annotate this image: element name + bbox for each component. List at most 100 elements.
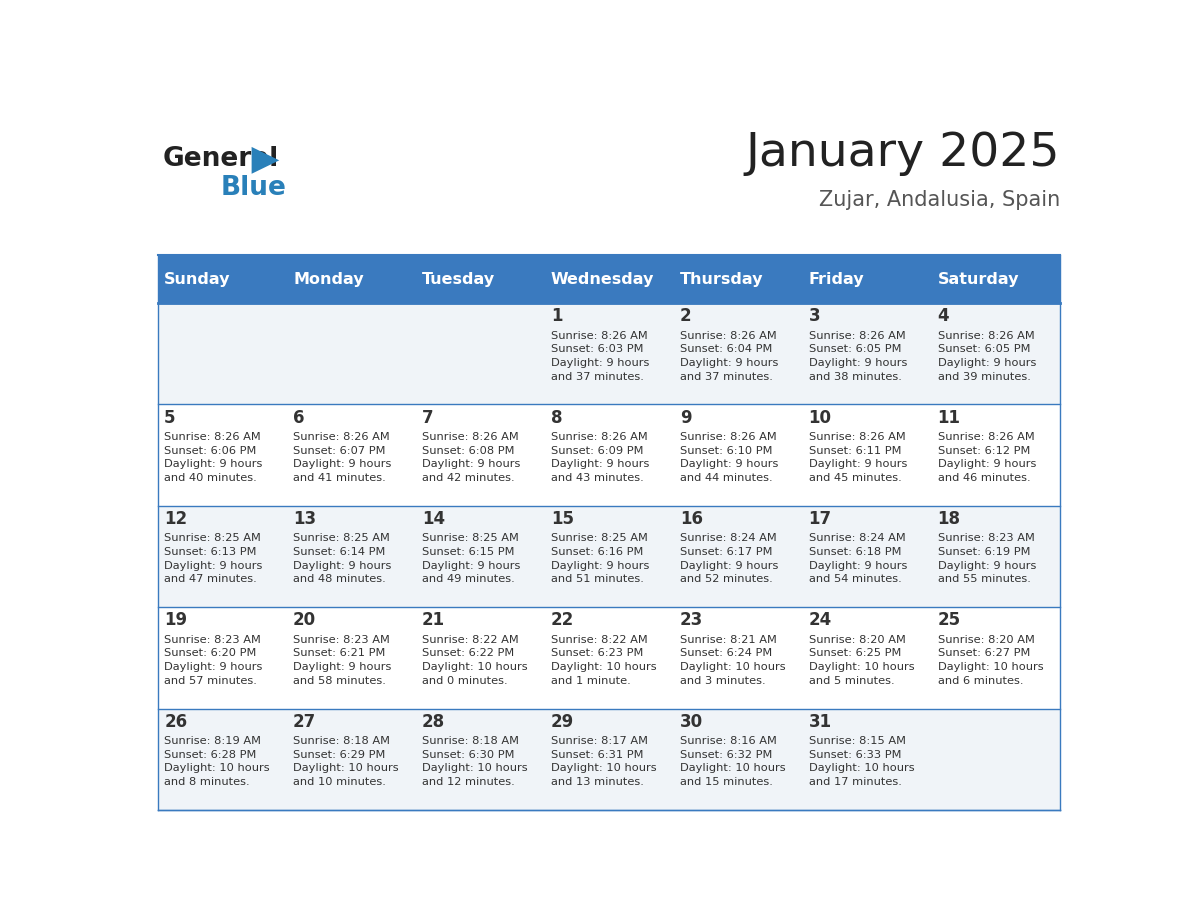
Text: Sunrise: 8:23 AM
Sunset: 6:21 PM
Daylight: 9 hours
and 58 minutes.: Sunrise: 8:23 AM Sunset: 6:21 PM Dayligh… xyxy=(293,634,391,686)
Text: Sunrise: 8:18 AM
Sunset: 6:30 PM
Daylight: 10 hours
and 12 minutes.: Sunrise: 8:18 AM Sunset: 6:30 PM Dayligh… xyxy=(422,736,527,787)
Bar xyxy=(158,303,286,405)
Bar xyxy=(931,709,1060,810)
Bar xyxy=(416,607,544,709)
Bar xyxy=(416,255,544,303)
Bar xyxy=(286,607,416,709)
Bar xyxy=(286,255,416,303)
Text: 31: 31 xyxy=(809,713,832,731)
Text: 4: 4 xyxy=(937,308,949,325)
Text: 2: 2 xyxy=(680,308,691,325)
Bar xyxy=(544,506,674,607)
Text: General: General xyxy=(163,145,278,172)
Text: Sunrise: 8:24 AM
Sunset: 6:18 PM
Daylight: 9 hours
and 54 minutes.: Sunrise: 8:24 AM Sunset: 6:18 PM Dayligh… xyxy=(809,533,906,584)
Text: 11: 11 xyxy=(937,409,961,427)
Text: Sunrise: 8:26 AM
Sunset: 6:11 PM
Daylight: 9 hours
and 45 minutes.: Sunrise: 8:26 AM Sunset: 6:11 PM Dayligh… xyxy=(809,432,906,483)
Text: Sunrise: 8:19 AM
Sunset: 6:28 PM
Daylight: 10 hours
and 8 minutes.: Sunrise: 8:19 AM Sunset: 6:28 PM Dayligh… xyxy=(164,736,270,787)
Bar xyxy=(158,607,286,709)
Text: 27: 27 xyxy=(293,713,316,731)
Text: Tuesday: Tuesday xyxy=(422,272,495,286)
Bar xyxy=(544,709,674,810)
Text: 8: 8 xyxy=(551,409,562,427)
Text: 7: 7 xyxy=(422,409,434,427)
Bar xyxy=(802,709,931,810)
Bar xyxy=(544,405,674,506)
Bar xyxy=(544,303,674,405)
Text: Sunrise: 8:22 AM
Sunset: 6:22 PM
Daylight: 10 hours
and 0 minutes.: Sunrise: 8:22 AM Sunset: 6:22 PM Dayligh… xyxy=(422,634,527,686)
Text: 15: 15 xyxy=(551,510,574,528)
Text: Sunrise: 8:25 AM
Sunset: 6:13 PM
Daylight: 9 hours
and 47 minutes.: Sunrise: 8:25 AM Sunset: 6:13 PM Dayligh… xyxy=(164,533,263,584)
Text: 24: 24 xyxy=(809,611,832,630)
Bar xyxy=(416,506,544,607)
Text: 16: 16 xyxy=(680,510,703,528)
Text: Sunday: Sunday xyxy=(164,272,230,286)
Text: Sunrise: 8:25 AM
Sunset: 6:15 PM
Daylight: 9 hours
and 49 minutes.: Sunrise: 8:25 AM Sunset: 6:15 PM Dayligh… xyxy=(422,533,520,584)
Text: 14: 14 xyxy=(422,510,446,528)
Text: Sunrise: 8:26 AM
Sunset: 6:05 PM
Daylight: 9 hours
and 38 minutes.: Sunrise: 8:26 AM Sunset: 6:05 PM Dayligh… xyxy=(809,330,906,382)
Bar xyxy=(674,303,802,405)
Bar xyxy=(674,405,802,506)
Text: 9: 9 xyxy=(680,409,691,427)
Text: Sunrise: 8:26 AM
Sunset: 6:07 PM
Daylight: 9 hours
and 41 minutes.: Sunrise: 8:26 AM Sunset: 6:07 PM Dayligh… xyxy=(293,432,391,483)
Bar xyxy=(931,255,1060,303)
Text: Sunrise: 8:26 AM
Sunset: 6:04 PM
Daylight: 9 hours
and 37 minutes.: Sunrise: 8:26 AM Sunset: 6:04 PM Dayligh… xyxy=(680,330,778,382)
Text: 17: 17 xyxy=(809,510,832,528)
Text: Sunrise: 8:26 AM
Sunset: 6:12 PM
Daylight: 9 hours
and 46 minutes.: Sunrise: 8:26 AM Sunset: 6:12 PM Dayligh… xyxy=(937,432,1036,483)
Text: Sunrise: 8:22 AM
Sunset: 6:23 PM
Daylight: 10 hours
and 1 minute.: Sunrise: 8:22 AM Sunset: 6:23 PM Dayligh… xyxy=(551,634,657,686)
Text: Sunrise: 8:24 AM
Sunset: 6:17 PM
Daylight: 9 hours
and 52 minutes.: Sunrise: 8:24 AM Sunset: 6:17 PM Dayligh… xyxy=(680,533,778,584)
Text: Monday: Monday xyxy=(293,272,364,286)
Bar xyxy=(802,405,931,506)
Bar xyxy=(544,255,674,303)
Text: 25: 25 xyxy=(937,611,961,630)
Text: Wednesday: Wednesday xyxy=(551,272,655,286)
Bar xyxy=(286,303,416,405)
Text: 13: 13 xyxy=(293,510,316,528)
Text: 18: 18 xyxy=(937,510,961,528)
Text: 1: 1 xyxy=(551,308,562,325)
Text: 10: 10 xyxy=(809,409,832,427)
Text: Sunrise: 8:26 AM
Sunset: 6:05 PM
Daylight: 9 hours
and 39 minutes.: Sunrise: 8:26 AM Sunset: 6:05 PM Dayligh… xyxy=(937,330,1036,382)
Text: 19: 19 xyxy=(164,611,188,630)
Text: January 2025: January 2025 xyxy=(746,131,1060,176)
Text: 26: 26 xyxy=(164,713,188,731)
Bar xyxy=(286,709,416,810)
Text: 3: 3 xyxy=(809,308,820,325)
Text: Sunrise: 8:21 AM
Sunset: 6:24 PM
Daylight: 10 hours
and 3 minutes.: Sunrise: 8:21 AM Sunset: 6:24 PM Dayligh… xyxy=(680,634,785,686)
Bar xyxy=(416,303,544,405)
Bar xyxy=(802,506,931,607)
Bar xyxy=(674,506,802,607)
Bar xyxy=(416,405,544,506)
Text: Sunrise: 8:20 AM
Sunset: 6:27 PM
Daylight: 10 hours
and 6 minutes.: Sunrise: 8:20 AM Sunset: 6:27 PM Dayligh… xyxy=(937,634,1043,686)
Text: Sunrise: 8:23 AM
Sunset: 6:20 PM
Daylight: 9 hours
and 57 minutes.: Sunrise: 8:23 AM Sunset: 6:20 PM Dayligh… xyxy=(164,634,263,686)
Bar xyxy=(931,405,1060,506)
Text: 20: 20 xyxy=(293,611,316,630)
Text: Sunrise: 8:26 AM
Sunset: 6:03 PM
Daylight: 9 hours
and 37 minutes.: Sunrise: 8:26 AM Sunset: 6:03 PM Dayligh… xyxy=(551,330,649,382)
Bar xyxy=(931,506,1060,607)
Polygon shape xyxy=(252,147,279,174)
Text: Saturday: Saturday xyxy=(937,272,1019,286)
Text: 28: 28 xyxy=(422,713,446,731)
Text: 12: 12 xyxy=(164,510,188,528)
Text: Sunrise: 8:23 AM
Sunset: 6:19 PM
Daylight: 9 hours
and 55 minutes.: Sunrise: 8:23 AM Sunset: 6:19 PM Dayligh… xyxy=(937,533,1036,584)
Text: Thursday: Thursday xyxy=(680,272,763,286)
Text: Sunrise: 8:26 AM
Sunset: 6:06 PM
Daylight: 9 hours
and 40 minutes.: Sunrise: 8:26 AM Sunset: 6:06 PM Dayligh… xyxy=(164,432,263,483)
Bar xyxy=(931,607,1060,709)
Bar xyxy=(286,405,416,506)
Text: Sunrise: 8:25 AM
Sunset: 6:14 PM
Daylight: 9 hours
and 48 minutes.: Sunrise: 8:25 AM Sunset: 6:14 PM Dayligh… xyxy=(293,533,391,584)
Text: 22: 22 xyxy=(551,611,574,630)
Text: 30: 30 xyxy=(680,713,703,731)
Bar xyxy=(802,607,931,709)
Bar xyxy=(416,709,544,810)
Text: Sunrise: 8:26 AM
Sunset: 6:10 PM
Daylight: 9 hours
and 44 minutes.: Sunrise: 8:26 AM Sunset: 6:10 PM Dayligh… xyxy=(680,432,778,483)
Text: Blue: Blue xyxy=(220,175,286,201)
Bar xyxy=(158,506,286,607)
Bar xyxy=(674,709,802,810)
Bar xyxy=(158,709,286,810)
Text: Sunrise: 8:18 AM
Sunset: 6:29 PM
Daylight: 10 hours
and 10 minutes.: Sunrise: 8:18 AM Sunset: 6:29 PM Dayligh… xyxy=(293,736,399,787)
Bar xyxy=(544,607,674,709)
Text: Zujar, Andalusia, Spain: Zujar, Andalusia, Spain xyxy=(819,190,1060,210)
Bar xyxy=(802,303,931,405)
Text: Sunrise: 8:20 AM
Sunset: 6:25 PM
Daylight: 10 hours
and 5 minutes.: Sunrise: 8:20 AM Sunset: 6:25 PM Dayligh… xyxy=(809,634,915,686)
Text: Sunrise: 8:26 AM
Sunset: 6:09 PM
Daylight: 9 hours
and 43 minutes.: Sunrise: 8:26 AM Sunset: 6:09 PM Dayligh… xyxy=(551,432,649,483)
Text: Sunrise: 8:17 AM
Sunset: 6:31 PM
Daylight: 10 hours
and 13 minutes.: Sunrise: 8:17 AM Sunset: 6:31 PM Dayligh… xyxy=(551,736,657,787)
Text: Sunrise: 8:15 AM
Sunset: 6:33 PM
Daylight: 10 hours
and 17 minutes.: Sunrise: 8:15 AM Sunset: 6:33 PM Dayligh… xyxy=(809,736,915,787)
